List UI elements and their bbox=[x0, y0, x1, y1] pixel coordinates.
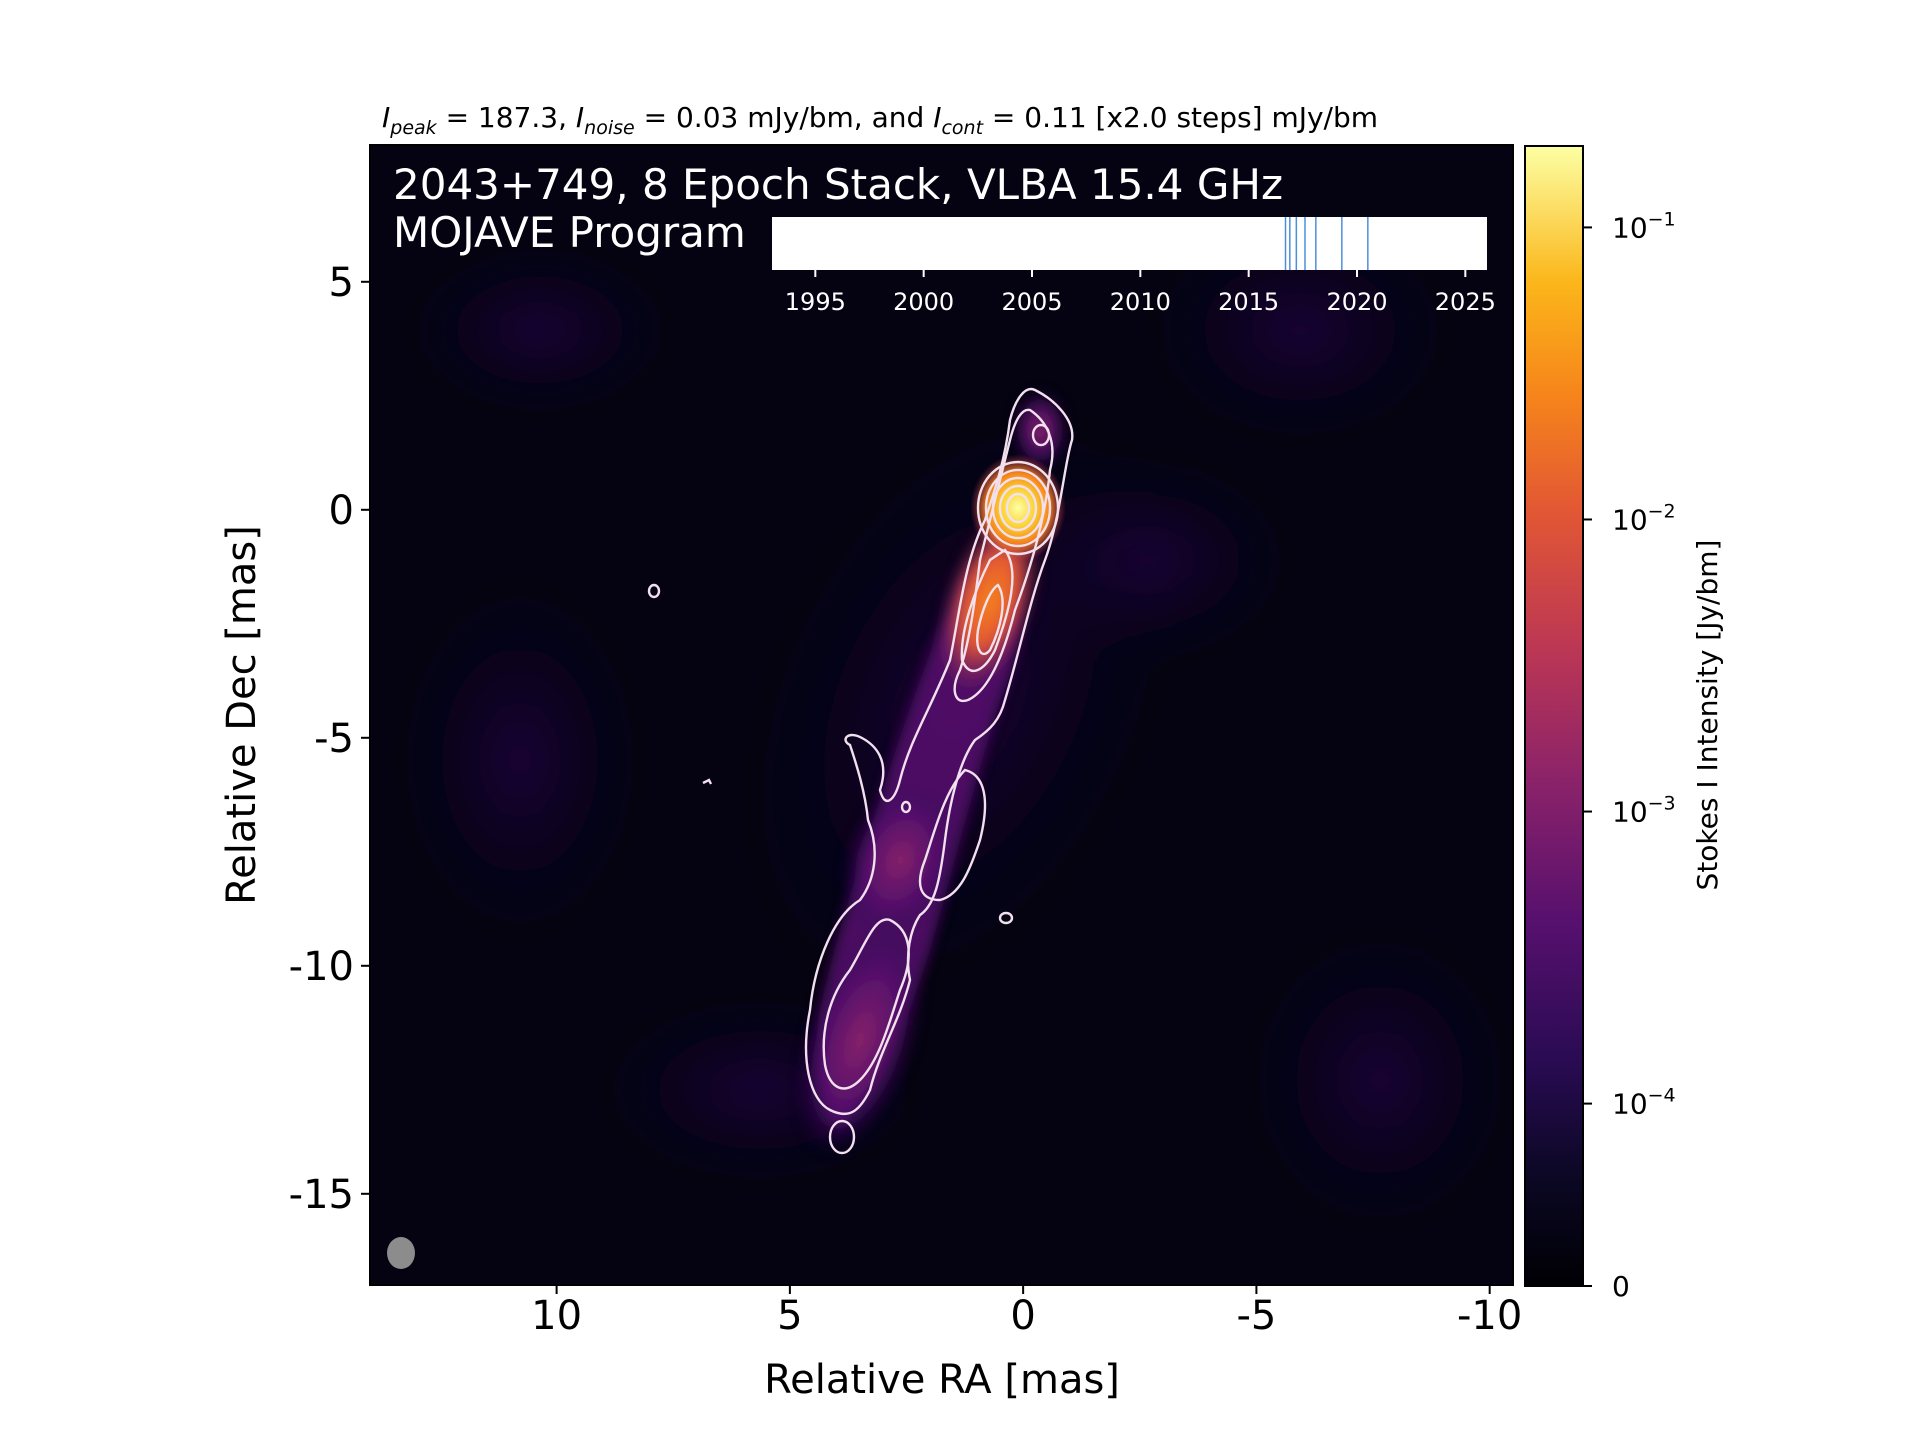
contour-level-4 bbox=[822, 918, 910, 1090]
title-peak-symbol: I bbox=[382, 101, 390, 134]
beam-ellipse bbox=[387, 1237, 415, 1269]
epoch-tick-label: 2010 bbox=[1110, 288, 1171, 316]
contour-inner-jet-1 bbox=[960, 548, 1014, 673]
y-tick-label: 5 bbox=[329, 260, 354, 306]
intensity-contours bbox=[647, 387, 1074, 1155]
x-tick-label: 0 bbox=[1010, 1293, 1035, 1339]
epoch-tick-label: 2000 bbox=[893, 288, 954, 316]
colorbar-tick-label: 0 bbox=[1612, 1270, 1630, 1303]
title-noise-value: = 0.03 mJy/bm, and bbox=[635, 101, 933, 134]
contour-core-4 bbox=[998, 484, 1038, 532]
colorbar-label: Stokes I Intensity [Jy/bm] bbox=[1691, 540, 1724, 891]
contour-blob-4 bbox=[702, 778, 713, 785]
title-noise-sub: noise bbox=[584, 117, 635, 139]
image-panel bbox=[369, 144, 1514, 1286]
title-peak-sub: peak bbox=[389, 117, 437, 139]
colorbar-tick-label: 10−3 bbox=[1612, 793, 1676, 829]
contour-level-3 bbox=[918, 768, 987, 902]
contour-core-5 bbox=[1005, 492, 1031, 524]
contour-blob-1 bbox=[998, 911, 1014, 925]
colorbar-tick-base: 10 bbox=[1612, 503, 1648, 536]
colorbar-ticks: 10−110−210−310−40 bbox=[1583, 208, 1676, 1303]
contour-core-2 bbox=[984, 468, 1052, 548]
x-axis-ticks: 10 5 0 -5 -10 bbox=[531, 1285, 1522, 1339]
y-tick-label: -5 bbox=[314, 716, 354, 762]
image-frame bbox=[369, 144, 1514, 1286]
epoch-ticks: 1995 2000 2005 2010 2015 2020 2025 bbox=[785, 270, 1496, 316]
program-annotation: MOJAVE Program bbox=[393, 208, 746, 257]
title-cont-sub: cont bbox=[941, 117, 984, 139]
colorbar-gradient bbox=[1524, 145, 1584, 1287]
x-tick-label: 5 bbox=[777, 1293, 802, 1339]
y-tick-label: -10 bbox=[289, 944, 354, 990]
contour-blob-2 bbox=[900, 800, 912, 814]
chart-title: Ipeak = 187.3, Inoise = 0.03 mJy/bm, and… bbox=[382, 101, 1378, 139]
contour-level-1 bbox=[804, 387, 1074, 1116]
colorbar: 10−110−210−310−40 Stokes I Intensity [Jy… bbox=[1524, 145, 1724, 1303]
colorbar-tick-exponent: −1 bbox=[1648, 208, 1676, 230]
x-axis-label: Relative RA [mas] bbox=[764, 1357, 1120, 1403]
colorbar-tick-base: 10 bbox=[1612, 1088, 1648, 1121]
colorbar-tick-base: 10 bbox=[1612, 211, 1648, 244]
epoch-tick-label: 2020 bbox=[1326, 288, 1387, 316]
colorbar-tick-exponent: −3 bbox=[1648, 793, 1676, 815]
colorbar-tick-base: 10 bbox=[1612, 796, 1648, 829]
epoch-lines bbox=[1284, 217, 1369, 270]
epoch-tick-label: 2025 bbox=[1435, 288, 1496, 316]
x-tick-label: 10 bbox=[531, 1293, 582, 1339]
title-noise-symbol: I bbox=[576, 101, 584, 134]
colorbar-tick-base: 0 bbox=[1612, 1270, 1630, 1303]
epoch-tick-label: 2005 bbox=[1001, 288, 1062, 316]
epoch-timeline-box bbox=[772, 217, 1487, 270]
title-peak-value: = 187.3, bbox=[437, 101, 576, 134]
contour-core-3 bbox=[991, 476, 1045, 540]
colorbar-tick-label: 10−1 bbox=[1612, 208, 1676, 244]
colorbar-tick-exponent: −4 bbox=[1648, 1085, 1676, 1107]
y-axis-ticks: 5 0 -5 -10 -15 bbox=[289, 260, 370, 1218]
source-annotation: 2043+749, 8 Epoch Stack, VLBA 15.4 GHz bbox=[393, 160, 1283, 209]
y-axis-label: Relative Dec [mas] bbox=[219, 525, 265, 905]
epoch-timeline-inset: 1995 2000 2005 2010 2015 2020 2025 bbox=[772, 217, 1496, 316]
contour-blob-south bbox=[828, 1119, 856, 1155]
colorbar-tick-label: 10−4 bbox=[1612, 1085, 1676, 1121]
contour-knot-north bbox=[1031, 423, 1051, 447]
y-tick-label: -15 bbox=[289, 1172, 354, 1218]
x-tick-label: -10 bbox=[1457, 1293, 1522, 1339]
contour-inner-jet-2 bbox=[976, 583, 1004, 656]
colorbar-tick-label: 10−2 bbox=[1612, 500, 1676, 536]
contour-core-1 bbox=[976, 460, 1060, 556]
contour-level-2 bbox=[953, 408, 1054, 703]
title-cont-symbol: I bbox=[933, 101, 941, 134]
title-cont-value: = 0.11 [x2.0 steps] mJy/bm bbox=[983, 101, 1378, 134]
colorbar-tick-exponent: −2 bbox=[1648, 500, 1676, 522]
epoch-tick-label: 2015 bbox=[1218, 288, 1279, 316]
epoch-tick-label: 1995 bbox=[785, 288, 846, 316]
x-tick-label: -5 bbox=[1236, 1293, 1276, 1339]
y-tick-label: 0 bbox=[329, 488, 354, 534]
contour-blob-3 bbox=[647, 583, 661, 599]
